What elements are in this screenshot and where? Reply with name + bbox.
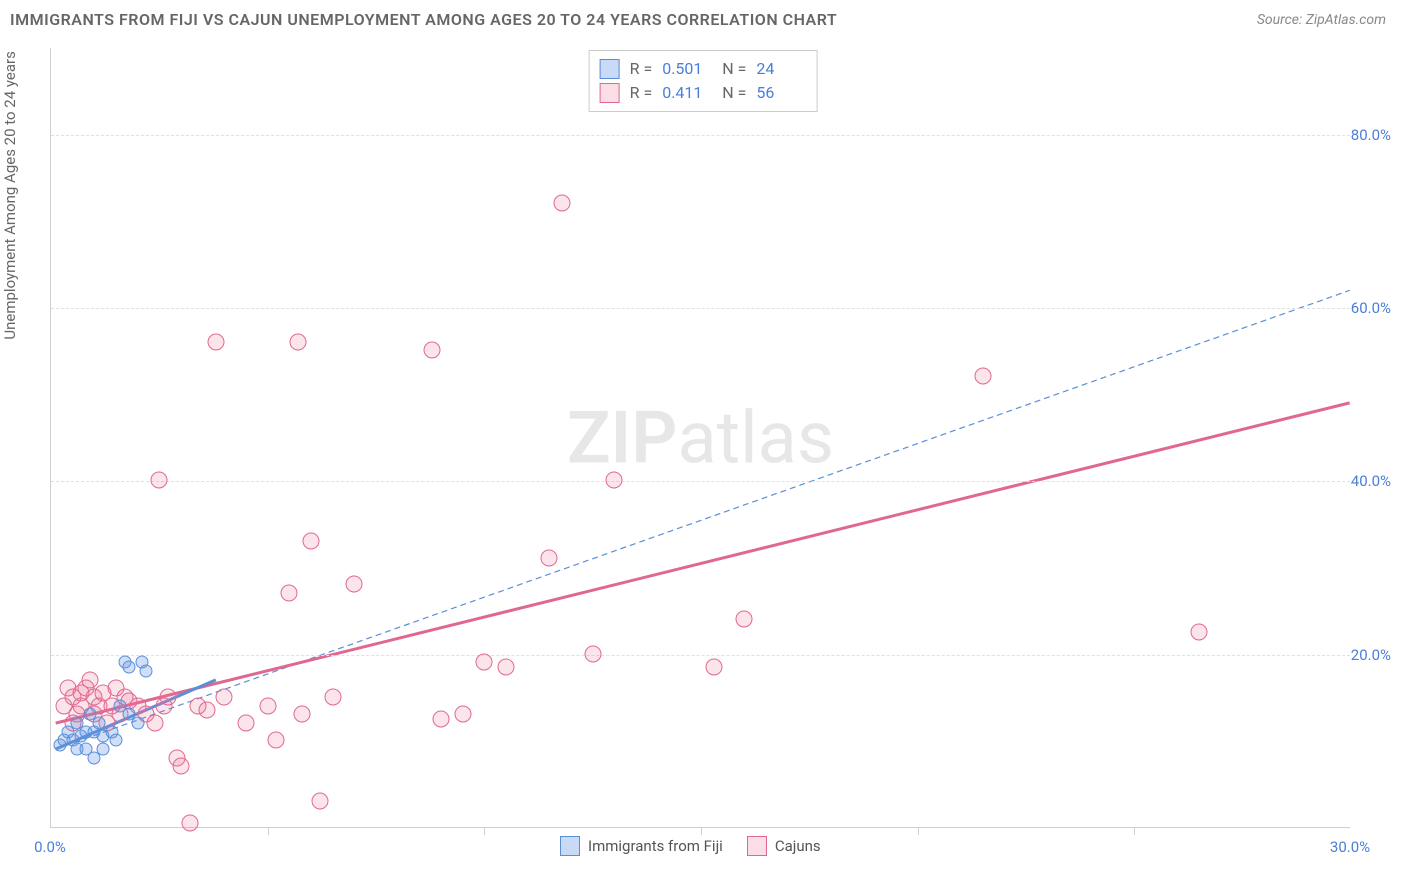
scatter-point-cajuns [476, 654, 493, 671]
r-value: 0.501 [662, 57, 712, 81]
scatter-point-cajuns [207, 333, 224, 350]
scatter-point-cajuns [281, 585, 298, 602]
x-tick [701, 827, 702, 835]
scatter-point-cajuns [173, 758, 190, 775]
scatter-point-cajuns [454, 706, 471, 723]
x-tick [918, 827, 919, 835]
x-tick [1134, 827, 1135, 835]
scatter-point-fiji [123, 660, 136, 673]
scatter-point-cajuns [1191, 624, 1208, 641]
scatter-point-cajuns [554, 195, 571, 212]
x-tick [268, 827, 269, 835]
r-value: 0.411 [662, 81, 712, 105]
scatter-point-cajuns [346, 576, 363, 593]
legend-item: Immigrants from Fiji [560, 836, 723, 856]
scatter-point-cajuns [584, 645, 601, 662]
scatter-point-cajuns [424, 342, 441, 359]
scatter-point-cajuns [199, 702, 216, 719]
scatter-point-cajuns [259, 697, 276, 714]
scatter-point-cajuns [294, 706, 311, 723]
watermark: ZIPatlas [567, 395, 834, 480]
trend-line [56, 403, 1350, 723]
scatter-point-cajuns [311, 793, 328, 810]
legend-label: Cajuns [775, 837, 821, 855]
series-legend: Immigrants from Fiji Cajuns [560, 836, 845, 860]
grid-line [51, 308, 1350, 309]
y-tick-label: 60.0% [1351, 299, 1391, 317]
x-tick [484, 827, 485, 835]
scatter-point-cajuns [181, 814, 198, 831]
swatch-pink [600, 83, 620, 103]
scatter-point-cajuns [160, 689, 177, 706]
scatter-point-cajuns [216, 689, 233, 706]
swatch-blue [560, 836, 580, 856]
chart-title: IMMIGRANTS FROM FIJI VS CAJUN UNEMPLOYME… [10, 10, 837, 29]
n-label: N = [722, 81, 746, 105]
source-attribution: Source: ZipAtlas.com [1257, 12, 1386, 28]
x-tick-label: 30.0% [1330, 838, 1370, 856]
scatter-point-fiji [110, 734, 123, 747]
scatter-point-cajuns [290, 333, 307, 350]
scatter-point-fiji [140, 665, 153, 678]
scatter-point-cajuns [736, 611, 753, 628]
scatter-point-cajuns [303, 533, 320, 550]
scatter-point-cajuns [974, 368, 991, 385]
x-tick-label: 0.0% [34, 838, 66, 856]
scatter-point-cajuns [706, 658, 723, 675]
grid-line [51, 655, 1350, 656]
swatch-pink [747, 836, 767, 856]
legend-row-cajuns: R = 0.411 N = 56 [600, 81, 807, 105]
y-tick-label: 40.0% [1351, 472, 1391, 490]
grid-line [51, 481, 1350, 482]
scatter-point-fiji [97, 743, 110, 756]
scatter-point-fiji [131, 717, 144, 730]
scatter-point-cajuns [541, 550, 558, 567]
r-label: R = [630, 81, 653, 105]
correlation-legend: R = 0.501 N = 24 R = 0.411 N = 56 [589, 50, 818, 112]
scatter-point-cajuns [147, 715, 164, 732]
scatter-point-cajuns [606, 472, 623, 489]
n-value: 24 [756, 57, 806, 81]
y-tick-label: 80.0% [1351, 126, 1391, 144]
scatter-point-fiji [92, 717, 105, 730]
scatter-point-cajuns [498, 658, 515, 675]
legend-item: Cajuns [747, 836, 821, 856]
watermark-light: atlas [677, 395, 834, 480]
scatter-point-cajuns [82, 671, 99, 688]
trend-line [56, 290, 1350, 749]
plot-area: ZIPatlas [50, 48, 1350, 828]
y-axis-label: Unemployment Among Ages 20 to 24 years [1, 51, 19, 339]
y-tick-label: 20.0% [1351, 646, 1391, 664]
scatter-point-cajuns [324, 689, 341, 706]
r-label: R = [630, 57, 653, 81]
scatter-point-cajuns [238, 715, 255, 732]
scatter-point-cajuns [151, 472, 168, 489]
n-label: N = [722, 57, 746, 81]
grid-line [51, 135, 1350, 136]
scatter-point-cajuns [268, 732, 285, 749]
scatter-point-cajuns [433, 710, 450, 727]
watermark-bold: ZIP [567, 395, 677, 480]
n-value: 56 [756, 81, 806, 105]
legend-row-fiji: R = 0.501 N = 24 [600, 57, 807, 81]
swatch-blue [600, 59, 620, 79]
legend-label: Immigrants from Fiji [588, 837, 723, 855]
trend-lines-layer [51, 48, 1350, 827]
